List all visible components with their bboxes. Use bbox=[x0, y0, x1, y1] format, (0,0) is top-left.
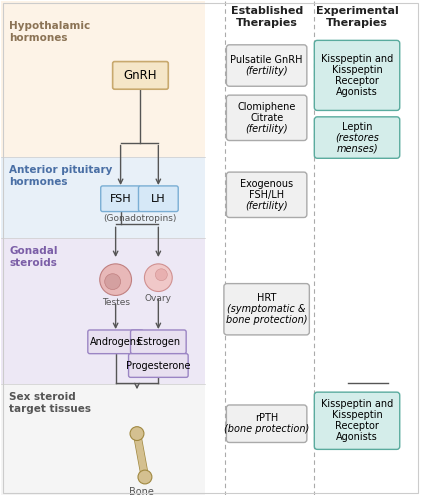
FancyBboxPatch shape bbox=[205, 2, 420, 495]
Text: FSH: FSH bbox=[110, 194, 131, 203]
Text: Ovary: Ovary bbox=[145, 294, 172, 304]
FancyBboxPatch shape bbox=[1, 384, 205, 495]
FancyBboxPatch shape bbox=[226, 172, 307, 218]
Text: Agonists: Agonists bbox=[336, 86, 378, 97]
Text: (fertility): (fertility) bbox=[245, 200, 288, 210]
FancyBboxPatch shape bbox=[131, 330, 186, 353]
Circle shape bbox=[105, 274, 120, 289]
FancyBboxPatch shape bbox=[314, 40, 400, 110]
Text: (bone protection): (bone protection) bbox=[224, 424, 309, 434]
Text: Receptor: Receptor bbox=[335, 421, 379, 431]
Text: Progesterone: Progesterone bbox=[126, 360, 191, 370]
FancyBboxPatch shape bbox=[226, 45, 307, 86]
Text: Estrogen: Estrogen bbox=[137, 337, 180, 347]
Text: bone protection): bone protection) bbox=[226, 315, 307, 325]
Circle shape bbox=[100, 264, 131, 296]
FancyBboxPatch shape bbox=[1, 238, 205, 384]
FancyBboxPatch shape bbox=[226, 95, 307, 140]
Text: FSH/LH: FSH/LH bbox=[249, 190, 284, 200]
Text: Leptin: Leptin bbox=[342, 122, 372, 132]
Text: (fertility): (fertility) bbox=[245, 124, 288, 134]
Text: Kisspeptin and: Kisspeptin and bbox=[321, 54, 393, 64]
Text: Sex steroid
target tissues: Sex steroid target tissues bbox=[9, 392, 91, 413]
Text: Established
Therapies: Established Therapies bbox=[231, 6, 303, 28]
Text: GnRH: GnRH bbox=[124, 69, 157, 82]
Circle shape bbox=[155, 269, 167, 280]
Text: Bone: Bone bbox=[128, 487, 153, 497]
Text: Receptor: Receptor bbox=[335, 76, 379, 86]
Text: (Gonadotropins): (Gonadotropins) bbox=[103, 214, 176, 222]
FancyBboxPatch shape bbox=[113, 62, 168, 89]
FancyBboxPatch shape bbox=[101, 186, 141, 212]
Text: Hypothalamic
hormones: Hypothalamic hormones bbox=[9, 21, 91, 42]
Text: Experimental
Therapies: Experimental Therapies bbox=[316, 6, 398, 28]
Text: menses): menses) bbox=[336, 144, 378, 154]
FancyBboxPatch shape bbox=[139, 186, 178, 212]
Text: Agonists: Agonists bbox=[336, 432, 378, 442]
Text: (restores: (restores bbox=[335, 132, 379, 142]
Text: Citrate: Citrate bbox=[250, 113, 283, 123]
FancyBboxPatch shape bbox=[226, 405, 307, 442]
Text: (fertility): (fertility) bbox=[245, 66, 288, 76]
Text: Androgens: Androgens bbox=[90, 337, 142, 347]
FancyBboxPatch shape bbox=[224, 284, 309, 335]
FancyBboxPatch shape bbox=[1, 158, 205, 238]
Text: Pulsatile GnRH: Pulsatile GnRH bbox=[230, 55, 303, 65]
FancyBboxPatch shape bbox=[128, 354, 188, 378]
Text: Testes: Testes bbox=[101, 298, 130, 308]
Text: Anterior pituitary
hormones: Anterior pituitary hormones bbox=[9, 165, 113, 187]
Text: Gonadal
steroids: Gonadal steroids bbox=[9, 246, 58, 268]
Text: rPTH: rPTH bbox=[255, 414, 278, 424]
Text: Kisspeptin: Kisspeptin bbox=[332, 65, 382, 75]
FancyBboxPatch shape bbox=[314, 392, 400, 450]
Circle shape bbox=[138, 470, 152, 484]
Text: Exogenous: Exogenous bbox=[240, 179, 293, 189]
Text: LH: LH bbox=[151, 194, 165, 203]
Text: (symptomatic &: (symptomatic & bbox=[227, 304, 306, 314]
FancyBboxPatch shape bbox=[314, 117, 400, 158]
Text: Clomiphene: Clomiphene bbox=[237, 102, 296, 112]
FancyBboxPatch shape bbox=[1, 2, 205, 158]
Text: Kisspeptin and: Kisspeptin and bbox=[321, 400, 393, 409]
FancyBboxPatch shape bbox=[88, 330, 144, 353]
Text: Kisspeptin: Kisspeptin bbox=[332, 410, 382, 420]
Circle shape bbox=[130, 426, 144, 440]
Circle shape bbox=[144, 264, 172, 291]
Text: HRT: HRT bbox=[257, 294, 276, 304]
